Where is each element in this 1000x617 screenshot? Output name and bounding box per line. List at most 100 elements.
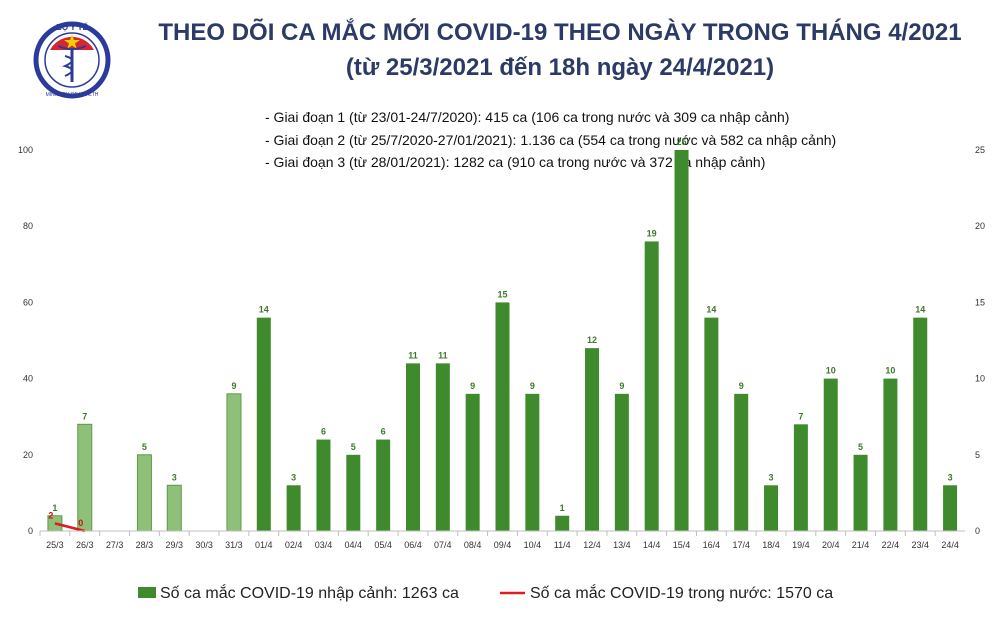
x-tick-07/4: 07/4 — [434, 540, 452, 550]
y-left-tick-0: 0 — [28, 526, 33, 536]
x-tick-25/3: 25/3 — [46, 540, 64, 550]
bar-11/4 — [555, 515, 570, 531]
legend-label-line: Số ca mắc COVID-19 trong nước: 1570 ca — [530, 583, 833, 602]
bar-02/4 — [286, 485, 301, 531]
x-tick-22/4: 22/4 — [882, 540, 900, 550]
bar-label-07/4: 11 — [438, 350, 448, 360]
legend: Số ca mắc COVID-19 nhập cảnh: 1263 ca Số… — [138, 583, 833, 602]
bar-label-08/4: 9 — [470, 381, 475, 391]
bar-label-03/4: 6 — [321, 427, 326, 437]
bar-labels: 1 7 5 3 9 14 3 6 5 6 11 11 9 15 9 1 12 9 19 25 14 9 3 7 10 5 10 14 3 — [52, 137, 952, 513]
x-tick-02/4: 02/4 — [285, 540, 303, 550]
x-tick-04/4: 04/4 — [345, 540, 363, 550]
x-tick-11/4: 11/4 — [554, 540, 571, 550]
note-phase-1: - Giai đoạn 1 (từ 23/01-24/7/2020): 415 … — [265, 109, 789, 125]
bar-label-01/4: 14 — [259, 305, 269, 315]
x-tick-24/4: 24/4 — [941, 540, 959, 550]
bar-12/4 — [585, 348, 600, 531]
bar-label-09/4: 15 — [497, 289, 507, 299]
x-tick-29/3: 29/3 — [166, 540, 184, 550]
x-tick-14/4: 14/4 — [643, 540, 661, 550]
bar-label-21/4: 5 — [858, 442, 863, 452]
y-left-tick-80: 80 — [23, 221, 33, 231]
bar-label-02/4: 3 — [291, 472, 296, 482]
bar-label-12/4: 12 — [587, 335, 597, 345]
line-domestic — [54, 522, 86, 533]
bar-label-28/3: 5 — [142, 442, 147, 452]
x-tick-15/4: 15/4 — [673, 540, 691, 550]
bar-label-05/4: 6 — [381, 427, 386, 437]
x-tick-18/4: 18/4 — [762, 540, 780, 550]
line-label-25/3: 2 — [48, 510, 53, 520]
bar-label-16/4: 14 — [706, 305, 716, 315]
line-series: 20 — [48, 510, 86, 533]
bar-28/3 — [136, 454, 152, 532]
bar-label-17/4: 9 — [739, 381, 744, 391]
x-tick-10/4: 10/4 — [524, 540, 542, 550]
title-line-2: (từ 25/3/2021 đến 18h ngày 24/4/2021) — [346, 54, 774, 81]
bar-label-26/3: 7 — [82, 411, 87, 421]
x-tick-23/4: 23/4 — [911, 540, 929, 550]
x-tick-05/4: 05/4 — [374, 540, 392, 550]
bar-label-19/4: 7 — [798, 411, 803, 421]
bar-label-22/4: 10 — [885, 366, 895, 376]
line-label-26/3: 0 — [78, 518, 83, 528]
bar-16/4 — [704, 317, 719, 531]
bar-15/4 — [674, 150, 689, 531]
bar-26/3 — [77, 423, 93, 532]
bar-label-23/4: 14 — [915, 305, 925, 315]
y-left-tick-60: 60 — [23, 297, 33, 307]
ministry-logo: BỘ Y TẾ MINISTRY OF HEALTH — [33, 21, 111, 99]
bar-24/4 — [943, 485, 958, 531]
y-axis-right: 0 5 10 15 20 25 — [975, 145, 985, 536]
bar-label-20/4: 10 — [826, 366, 836, 376]
bar-label-11/4: 1 — [560, 503, 565, 513]
x-tick-30/3: 30/3 — [195, 540, 213, 550]
x-tick-13/4: 13/4 — [613, 540, 631, 550]
y-left-tick-100: 100 — [18, 145, 33, 155]
bar-29/3 — [166, 484, 182, 532]
y-right-tick-10: 10 — [975, 374, 985, 384]
bar-label-25/3: 1 — [52, 503, 57, 513]
x-tick-31/3: 31/3 — [225, 540, 243, 550]
x-tick-12/4: 12/4 — [583, 540, 601, 550]
bar-label-15/4: 25 — [677, 137, 687, 147]
bar-label-29/3: 3 — [172, 472, 177, 482]
bar-01/4 — [256, 317, 271, 531]
bar-03/4 — [316, 439, 331, 531]
bar-09/4 — [495, 302, 510, 531]
note-phase-2: - Giai đoạn 2 (từ 25/7/2020-27/01/2021):… — [265, 132, 836, 148]
bar-label-13/4: 9 — [619, 381, 624, 391]
x-tick-03/4: 03/4 — [315, 540, 333, 550]
bar-04/4 — [346, 454, 361, 531]
bar-23/4 — [913, 317, 928, 531]
bar-label-10/4: 9 — [530, 381, 535, 391]
x-tick-20/4: 20/4 — [822, 540, 840, 550]
bar-label-06/4: 11 — [408, 350, 418, 360]
bar-17/4 — [734, 393, 749, 531]
bar-07/4 — [435, 363, 450, 531]
bar-label-24/4: 3 — [948, 472, 953, 482]
bar-series — [47, 150, 958, 532]
y-left-tick-40: 40 — [23, 374, 33, 384]
x-tick-01/4: 01/4 — [255, 540, 273, 550]
bar-20/4 — [823, 378, 838, 531]
bar-13/4 — [614, 393, 629, 531]
x-tick-09/4: 09/4 — [494, 540, 512, 550]
bar-21/4 — [853, 454, 868, 531]
y-left-tick-20: 20 — [23, 450, 33, 460]
bar-22/4 — [883, 378, 898, 531]
legend-swatch-bar — [138, 587, 156, 598]
title-line-1: THEO DÕI CA MẮC MỚI COVID-19 THEO NGÀY T… — [158, 18, 961, 46]
bar-14/4 — [644, 241, 659, 531]
x-tick-16/4: 16/4 — [703, 540, 721, 550]
bar-label-18/4: 3 — [769, 472, 774, 482]
bar-31/3 — [226, 393, 242, 532]
x-tick-08/4: 08/4 — [464, 540, 482, 550]
bar-18/4 — [764, 485, 779, 531]
x-tick-19/4: 19/4 — [792, 540, 810, 550]
y-right-tick-0: 0 — [975, 526, 980, 536]
x-tick-17/4: 17/4 — [732, 540, 750, 550]
x-tick-28/3: 28/3 — [136, 540, 154, 550]
